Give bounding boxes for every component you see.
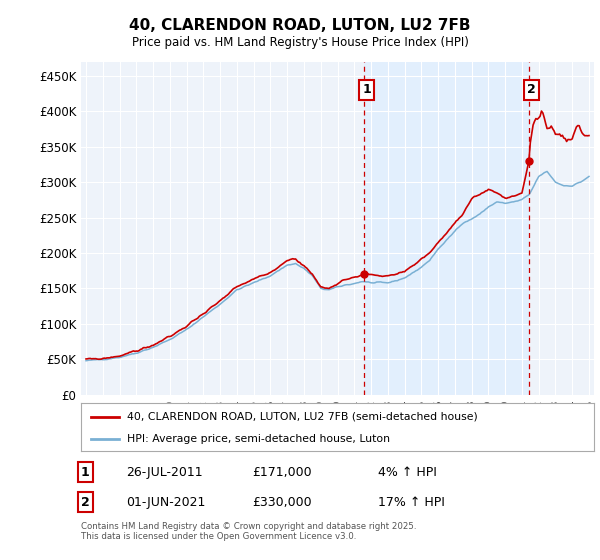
Bar [364,62,529,395]
Text: 4% ↑ HPI: 4% ↑ HPI [378,466,437,479]
Text: 40, CLARENDON ROAD, LUTON, LU2 7FB: 40, CLARENDON ROAD, LUTON, LU2 7FB [129,18,471,33]
Text: 17% ↑ HPI: 17% ↑ HPI [378,496,445,508]
Text: Contains HM Land Registry data © Crown copyright and database right 2025.
This d: Contains HM Land Registry data © Crown c… [81,522,416,542]
Text: 26-JUL-2011: 26-JUL-2011 [126,466,203,479]
Text: 40, CLARENDON ROAD, LUTON, LU2 7FB (semi-detached house): 40, CLARENDON ROAD, LUTON, LU2 7FB (semi… [127,412,478,422]
Text: £171,000: £171,000 [252,466,311,479]
Text: 01-JUN-2021: 01-JUN-2021 [126,496,205,508]
Text: 1: 1 [362,83,371,96]
Text: 1: 1 [81,466,90,479]
Text: 2: 2 [527,83,536,96]
Text: HPI: Average price, semi-detached house, Luton: HPI: Average price, semi-detached house,… [127,434,390,444]
Text: Price paid vs. HM Land Registry's House Price Index (HPI): Price paid vs. HM Land Registry's House … [131,36,469,49]
Text: £330,000: £330,000 [252,496,311,508]
Text: 2: 2 [81,496,90,508]
